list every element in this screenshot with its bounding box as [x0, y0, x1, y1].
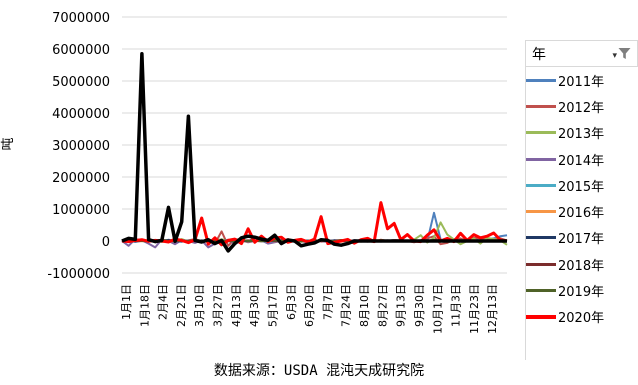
x-tick-label: 8月27日 — [376, 284, 389, 327]
legend-swatch — [526, 183, 556, 187]
legend-label: 2017年 — [558, 232, 605, 248]
legend-item[interactable]: 2014年 — [526, 146, 638, 172]
x-tick-label: 10月17日 — [431, 284, 444, 334]
legend-item[interactable]: 2012年 — [526, 93, 638, 119]
x-tick-label: 1月18日 — [138, 284, 151, 327]
y-tick-label: -1000000 — [47, 267, 110, 282]
y-tick-label: 5000000 — [52, 75, 110, 90]
legend-label: 2012年 — [558, 100, 605, 116]
x-tick-label: 11月3日 — [450, 284, 463, 327]
chevron-down-icon: ▾ — [612, 51, 617, 61]
y-tick-label: 7000000 — [52, 11, 110, 26]
legend-swatch — [526, 314, 556, 319]
legend-header: 年 ▾ — [526, 40, 638, 67]
x-tick-label: 5月17日 — [266, 284, 279, 327]
x-tick-label: 7月24日 — [340, 284, 353, 327]
legend-swatch — [526, 236, 556, 240]
legend-item[interactable]: 2015年 — [526, 172, 638, 198]
x-tick-label: 8月10日 — [358, 284, 371, 327]
x-tick-label: 6月3日 — [285, 284, 298, 320]
x-tick-label: 4月30日 — [248, 284, 261, 327]
legend-swatch — [526, 78, 556, 82]
x-tick-label: 4月13日 — [230, 284, 243, 327]
y-tick-label: 2000000 — [52, 171, 110, 186]
legend-swatch — [526, 131, 556, 135]
x-tick-label: 9月13日 — [395, 284, 408, 327]
y-tick-label: 3000000 — [52, 139, 110, 154]
legend-label: 2018年 — [558, 258, 605, 274]
legend-item[interactable]: 2019年 — [526, 277, 638, 303]
x-tick-label: 2月4日 — [157, 284, 170, 320]
y-axis-tick-labels: 7000000 6000000 5000000 4000000 3000000 20000… — [47, 11, 110, 282]
legend-label: 2011年 — [558, 74, 605, 90]
legend-swatch — [526, 104, 556, 108]
legend-label: 2016年 — [558, 206, 605, 222]
legend-swatch — [526, 157, 556, 161]
y-tick-label: 6000000 — [52, 43, 110, 58]
y-tick-label: 4000000 — [52, 107, 110, 122]
series-line-unlabeled — [121, 52, 507, 253]
line-chart: 7000000 6000000 5000000 4000000 3000000 20000… — [1, 11, 508, 334]
legend-list: 2011年 2012年 2013年 2014年 2015年 2016年 2017年 2018年… — [526, 67, 638, 330]
y-tick-label: 0 — [102, 235, 110, 250]
x-axis-tick-labels: 1月1日 1月18日 2月4日 2月21日 3月10日 3月27日 4月13日 4月30日 5月… — [120, 284, 499, 334]
legend-label: 2014年 — [558, 153, 605, 169]
legend-filter-button[interactable]: ▾ — [612, 46, 631, 61]
x-tick-label: 1月1日 — [120, 284, 133, 320]
legend-item[interactable]: 2013年 — [526, 120, 638, 146]
x-tick-label: 3月10日 — [193, 284, 206, 327]
legend-title: 年 — [532, 46, 546, 63]
legend-item[interactable]: 2020年 — [526, 304, 638, 330]
legend-label: 2020年 — [558, 311, 605, 327]
y-axis-label: 吨 — [1, 137, 16, 150]
legend-item[interactable]: 2011年 — [526, 67, 638, 93]
x-tick-label: 6月20日 — [303, 284, 316, 327]
y-tick-label: 1000000 — [52, 203, 110, 218]
legend-swatch — [526, 289, 556, 293]
x-tick-label: 9月30日 — [413, 284, 426, 327]
legend-item[interactable]: 2017年 — [526, 225, 638, 251]
legend-label: 2019年 — [558, 285, 605, 301]
legend-swatch — [526, 262, 556, 266]
legend-item[interactable]: 2016年 — [526, 198, 638, 224]
x-tick-label: 7月7日 — [321, 284, 334, 320]
legend-swatch — [526, 210, 556, 214]
legend-item[interactable]: 2018年 — [526, 251, 638, 277]
x-tick-label: 3月27日 — [212, 284, 225, 327]
legend-label: 2015年 — [558, 179, 605, 195]
x-tick-label: 12月13日 — [486, 284, 499, 334]
filter-icon — [618, 48, 631, 59]
legend-label: 2013年 — [558, 127, 605, 143]
series-layer — [121, 52, 508, 253]
x-tick-label: 11月23日 — [468, 284, 481, 334]
source-note: 数据来源：USDA 混沌天成研究院 — [213, 363, 425, 379]
legend-panel: 年 ▾ 2011年 2012年 2013年 2014年 2015年 2016年 2017年 2… — [525, 40, 638, 360]
x-tick-label: 2月21日 — [175, 284, 188, 327]
